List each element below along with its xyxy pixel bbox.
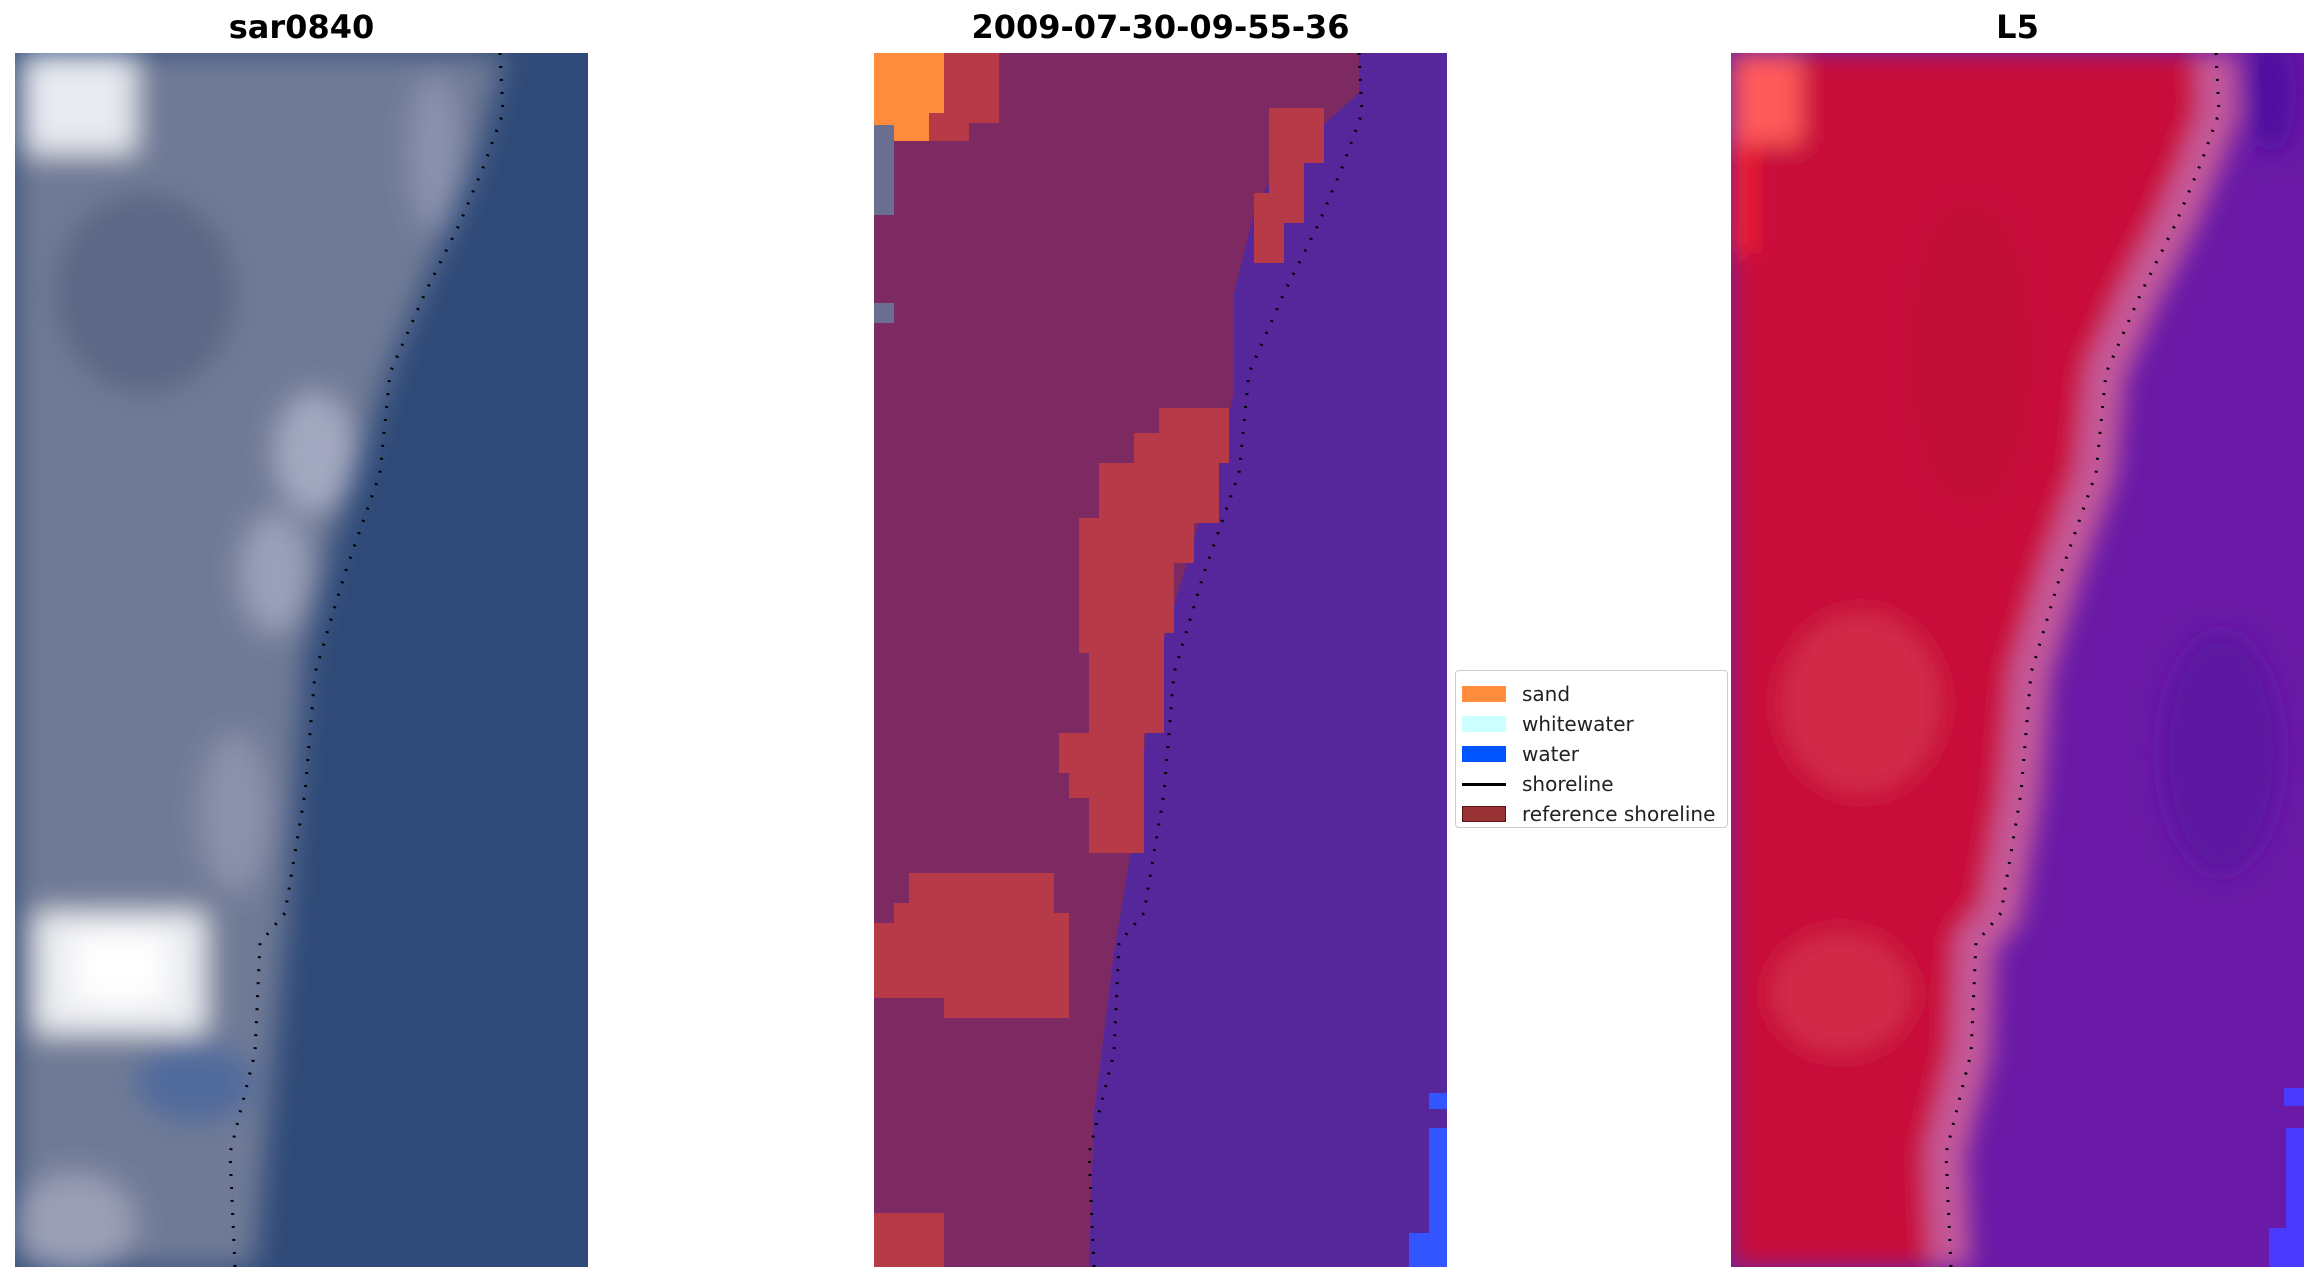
legend-item-shoreline: shoreline (1462, 769, 1614, 799)
classification-panel (874, 53, 1447, 1267)
legend-label-water: water (1522, 742, 1579, 766)
legend: sand whitewater water shoreline referenc… (1455, 670, 1728, 828)
panel-title-rgb: sar0840 (228, 8, 375, 46)
sand-swatch-icon (1462, 686, 1506, 702)
sand-overlay-2 (1059, 408, 1229, 853)
rgb-image (15, 53, 588, 1267)
legend-label-whitewater: whitewater (1522, 712, 1634, 736)
legend-item-sand: sand (1462, 679, 1570, 709)
legend-item-water: water (1462, 739, 1579, 769)
legend-item-whitewater: whitewater (1462, 709, 1634, 739)
reference-shoreline-swatch-icon (1462, 806, 1506, 822)
index-panel (1731, 53, 2304, 1267)
water-swatch-icon (1462, 746, 1506, 762)
rgb-image-panel (15, 53, 588, 1267)
shoreline-line-icon (1462, 782, 1506, 786)
whitewater-swatch-icon (1462, 716, 1506, 732)
water-region (1089, 53, 1447, 1267)
legend-item-reference-shoreline: reference shoreline (1462, 799, 1715, 829)
panel-title-classification: 2009-07-30-09-55-36 (971, 8, 1350, 46)
water-blue-region (1429, 1128, 1447, 1267)
legend-label-shoreline: shoreline (1522, 772, 1614, 796)
classification-image (874, 53, 1447, 1267)
index-image (1731, 53, 2304, 1267)
sand-overlay-3 (874, 873, 1069, 1018)
sand-overlay-1 (1254, 108, 1324, 263)
panel-title-index: L5 (1996, 8, 2039, 46)
legend-label-reference-shoreline: reference shoreline (1522, 802, 1716, 826)
legend-label-sand: sand (1522, 682, 1571, 706)
